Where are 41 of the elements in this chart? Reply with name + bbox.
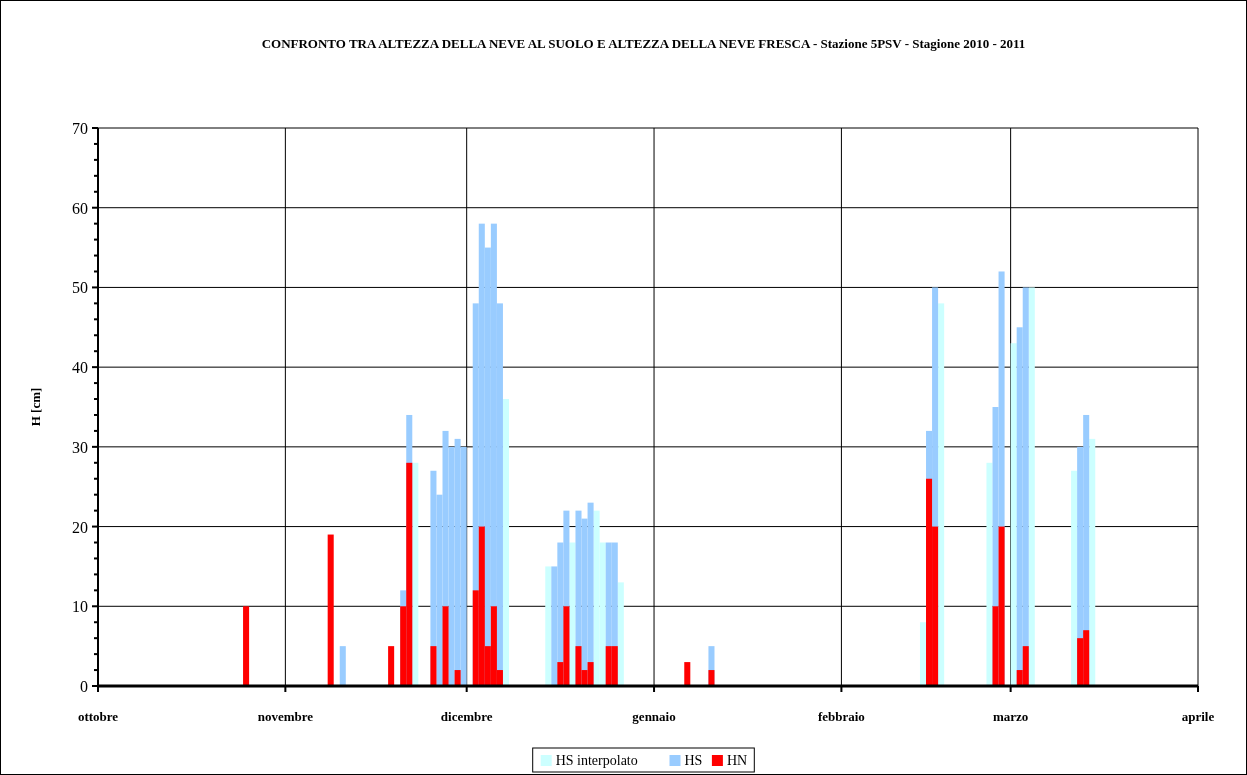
x-tick-label: gennaio	[632, 709, 676, 724]
legend-label: HN	[726, 753, 748, 768]
bar	[1010, 343, 1017, 686]
x-tick-label: ottobre	[77, 709, 119, 724]
bar	[430, 646, 437, 686]
bar	[388, 646, 395, 686]
bar	[339, 646, 346, 686]
legend-label: HS	[684, 753, 703, 768]
bar	[986, 462, 993, 686]
y-axis-title: H [cm]	[28, 387, 43, 427]
bar	[545, 566, 552, 686]
x-tick-label: dicembre	[440, 709, 493, 724]
bar	[412, 462, 419, 686]
y-tick-label: 10	[72, 598, 88, 616]
bar	[1089, 438, 1096, 686]
legend-label: HS interpolato	[555, 753, 638, 768]
bar	[919, 622, 927, 686]
bar	[1071, 470, 1078, 686]
x-tick-label: marzo	[992, 709, 1029, 724]
y-tick-label: 50	[72, 279, 88, 297]
bar	[684, 662, 691, 686]
bar	[708, 670, 715, 686]
x-tick-label: novembre	[257, 709, 314, 724]
x-tick-label: aprile	[1181, 709, 1215, 724]
y-tick-label: 40	[72, 359, 88, 377]
y-tick-label: 0	[80, 678, 88, 695]
y-tick-label: 20	[72, 518, 88, 536]
bar	[938, 303, 945, 686]
x-tick-label: febbraio	[817, 709, 865, 724]
y-tick-label: 70	[72, 120, 88, 137]
bar	[454, 670, 461, 686]
bar	[569, 542, 576, 686]
bar	[327, 534, 334, 686]
bar	[617, 582, 624, 686]
bar	[442, 606, 449, 686]
bar	[502, 399, 509, 686]
y-tick-label: 30	[72, 438, 88, 456]
y-tick-label: 60	[72, 199, 88, 217]
bar	[1028, 287, 1035, 686]
chart-title: CONFRONTO TRA ALTEZZA DELLA NEVE AL SUOLO E ALTEZZA DELLA NEVE FRESCA - Stazione 5PSV - Stagione 2010 - 2011	[261, 36, 1026, 51]
bar	[243, 606, 250, 686]
